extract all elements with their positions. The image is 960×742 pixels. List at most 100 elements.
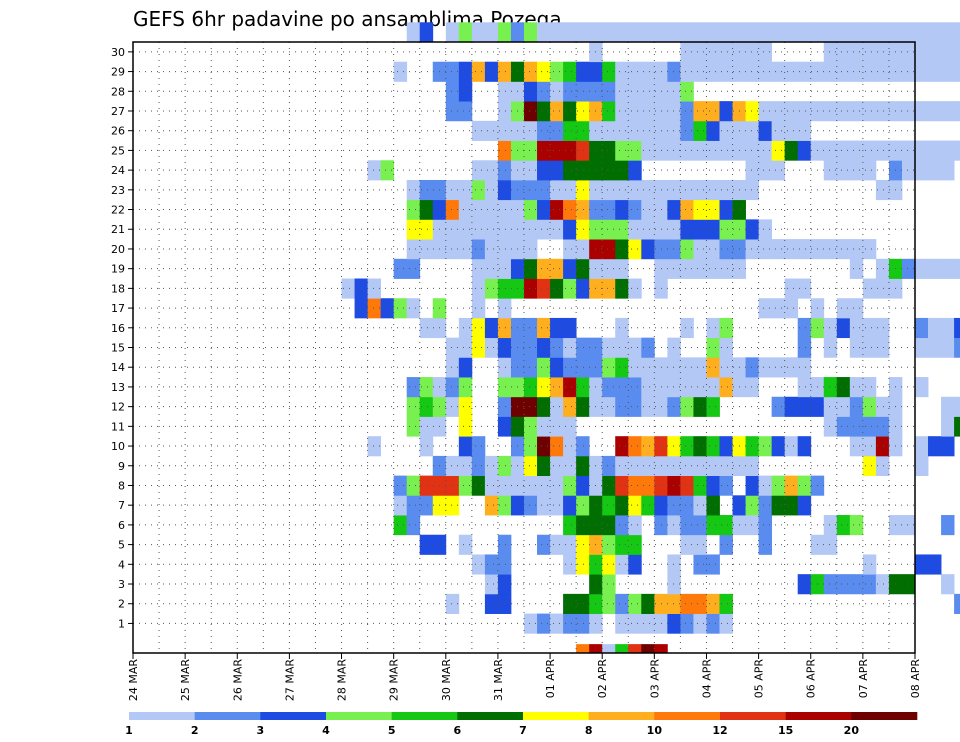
heatmap-cell (680, 377, 694, 398)
heatmap-cell (693, 42, 707, 63)
heatmap-cell (615, 179, 629, 201)
heatmap-cell (954, 258, 960, 279)
heatmap-cell (497, 101, 512, 122)
heatmap-cell (537, 436, 551, 457)
heatmap-cell (667, 22, 681, 43)
heatmap-cell (667, 436, 681, 457)
color-legend: 1 2 3 4 5 6 7 8 10 12 15 20 (125, 712, 918, 737)
heatmap-cell (667, 495, 681, 516)
heatmap-cell (680, 140, 694, 161)
x-tick-label: 05 APR (753, 659, 766, 699)
heatmap-cell (406, 416, 421, 437)
heatmap-cell (758, 239, 773, 260)
y-tick-label: 29 (111, 66, 125, 79)
heatmap-cell (602, 179, 616, 201)
heatmap-cell (954, 61, 960, 82)
heatmap-cell (628, 377, 642, 398)
heatmap-cell (693, 495, 707, 516)
x-tick-label: 25 MAR (179, 659, 192, 702)
heatmap-cell (836, 101, 851, 122)
heatmap-cell (393, 298, 408, 319)
heatmap-cell (550, 357, 564, 378)
heatmap-cell (928, 42, 942, 63)
heatmap-cell (745, 101, 759, 122)
heatmap-cell (563, 455, 577, 477)
y-tick-label: 21 (111, 223, 125, 236)
heatmap-cell (641, 613, 655, 634)
heatmap-cell (771, 140, 786, 161)
heatmap-cell (550, 317, 564, 339)
heatmap-cell (823, 574, 838, 595)
heatmap-cell (693, 120, 707, 141)
heatmap-cell (602, 534, 616, 555)
heatmap-cell (719, 199, 733, 220)
heatmap-cell (615, 258, 629, 279)
heatmap-cell (458, 22, 473, 43)
heatmap-cell (836, 396, 851, 417)
heatmap-cell (458, 377, 473, 398)
heatmap-cell (667, 81, 681, 102)
heatmap-cell (641, 377, 655, 398)
heatmap-cell (745, 219, 759, 240)
y-tick-label: 26 (111, 125, 125, 138)
heatmap-cell (497, 258, 512, 279)
legend-swatch (326, 712, 392, 720)
heatmap-cell (419, 199, 434, 220)
heatmap-cell (497, 298, 512, 319)
heatmap-cell (602, 455, 616, 477)
heatmap-cell (706, 140, 720, 161)
heatmap-cell (576, 644, 590, 653)
heatmap-cell (563, 515, 577, 536)
heatmap-cell (849, 377, 864, 398)
heatmap-cell (706, 239, 720, 260)
heatmap-cell (419, 475, 434, 496)
heatmap-cell (875, 278, 890, 299)
heatmap-cell (823, 377, 838, 398)
heatmap-cell (524, 61, 538, 82)
heatmap-cell (497, 22, 512, 43)
heatmap-cell (524, 357, 538, 378)
heatmap-cell (497, 377, 512, 398)
heatmap-cell (641, 357, 655, 378)
heatmap-cell (576, 219, 590, 240)
heatmap-cell (602, 515, 616, 536)
heatmap-cell (915, 317, 929, 339)
heatmap-cell (706, 101, 720, 122)
heatmap-cell (928, 337, 942, 358)
legend-swatch (260, 712, 327, 720)
heatmap-cell (680, 515, 694, 536)
heatmap-cell (445, 61, 460, 82)
x-tick-label: 08 APR (909, 659, 922, 699)
heatmap-cell (602, 219, 616, 240)
heatmap-cell (719, 61, 733, 82)
heatmap-cell (537, 534, 551, 555)
heatmap-cell (550, 101, 564, 122)
heatmap-cell (875, 140, 890, 161)
heatmap-cell (771, 298, 786, 319)
heatmap-cell (550, 396, 564, 417)
heatmap-cell (471, 22, 486, 43)
heatmap-cell (484, 120, 499, 141)
heatmap-cell (719, 475, 733, 496)
heatmap-cell (941, 337, 955, 358)
heatmap-cell (680, 495, 694, 516)
heatmap-cell (602, 554, 616, 575)
heatmap-cell (719, 140, 733, 161)
heatmap-cell (719, 42, 733, 63)
x-tick-label: 07 APR (857, 659, 870, 699)
heatmap-cell (576, 140, 590, 161)
heatmap-cell (537, 22, 551, 43)
heatmap-cells (341, 22, 960, 653)
heatmap-cell (615, 593, 629, 614)
heatmap-cell (745, 22, 759, 43)
heatmap-cell (706, 593, 720, 614)
heatmap-cell (497, 199, 512, 220)
heatmap-cell (862, 377, 877, 398)
heatmap-cell (823, 61, 838, 82)
heatmap-cell (706, 61, 720, 82)
legend-label: 10 (647, 724, 663, 737)
legend-swatch (785, 712, 852, 720)
grid-lines (133, 42, 915, 653)
heatmap-cell (524, 140, 538, 161)
heatmap-cell (602, 81, 616, 102)
